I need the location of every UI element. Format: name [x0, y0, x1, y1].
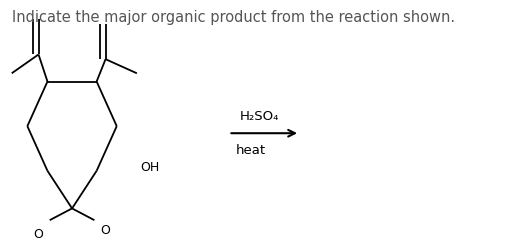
Text: Indicate the major organic product from the reaction shown.: Indicate the major organic product from … [12, 10, 455, 25]
Text: O: O [34, 228, 43, 241]
Text: O: O [101, 224, 110, 237]
Text: heat: heat [236, 144, 266, 157]
Text: OH: OH [140, 161, 160, 174]
Text: H₂SO₄: H₂SO₄ [240, 110, 279, 123]
